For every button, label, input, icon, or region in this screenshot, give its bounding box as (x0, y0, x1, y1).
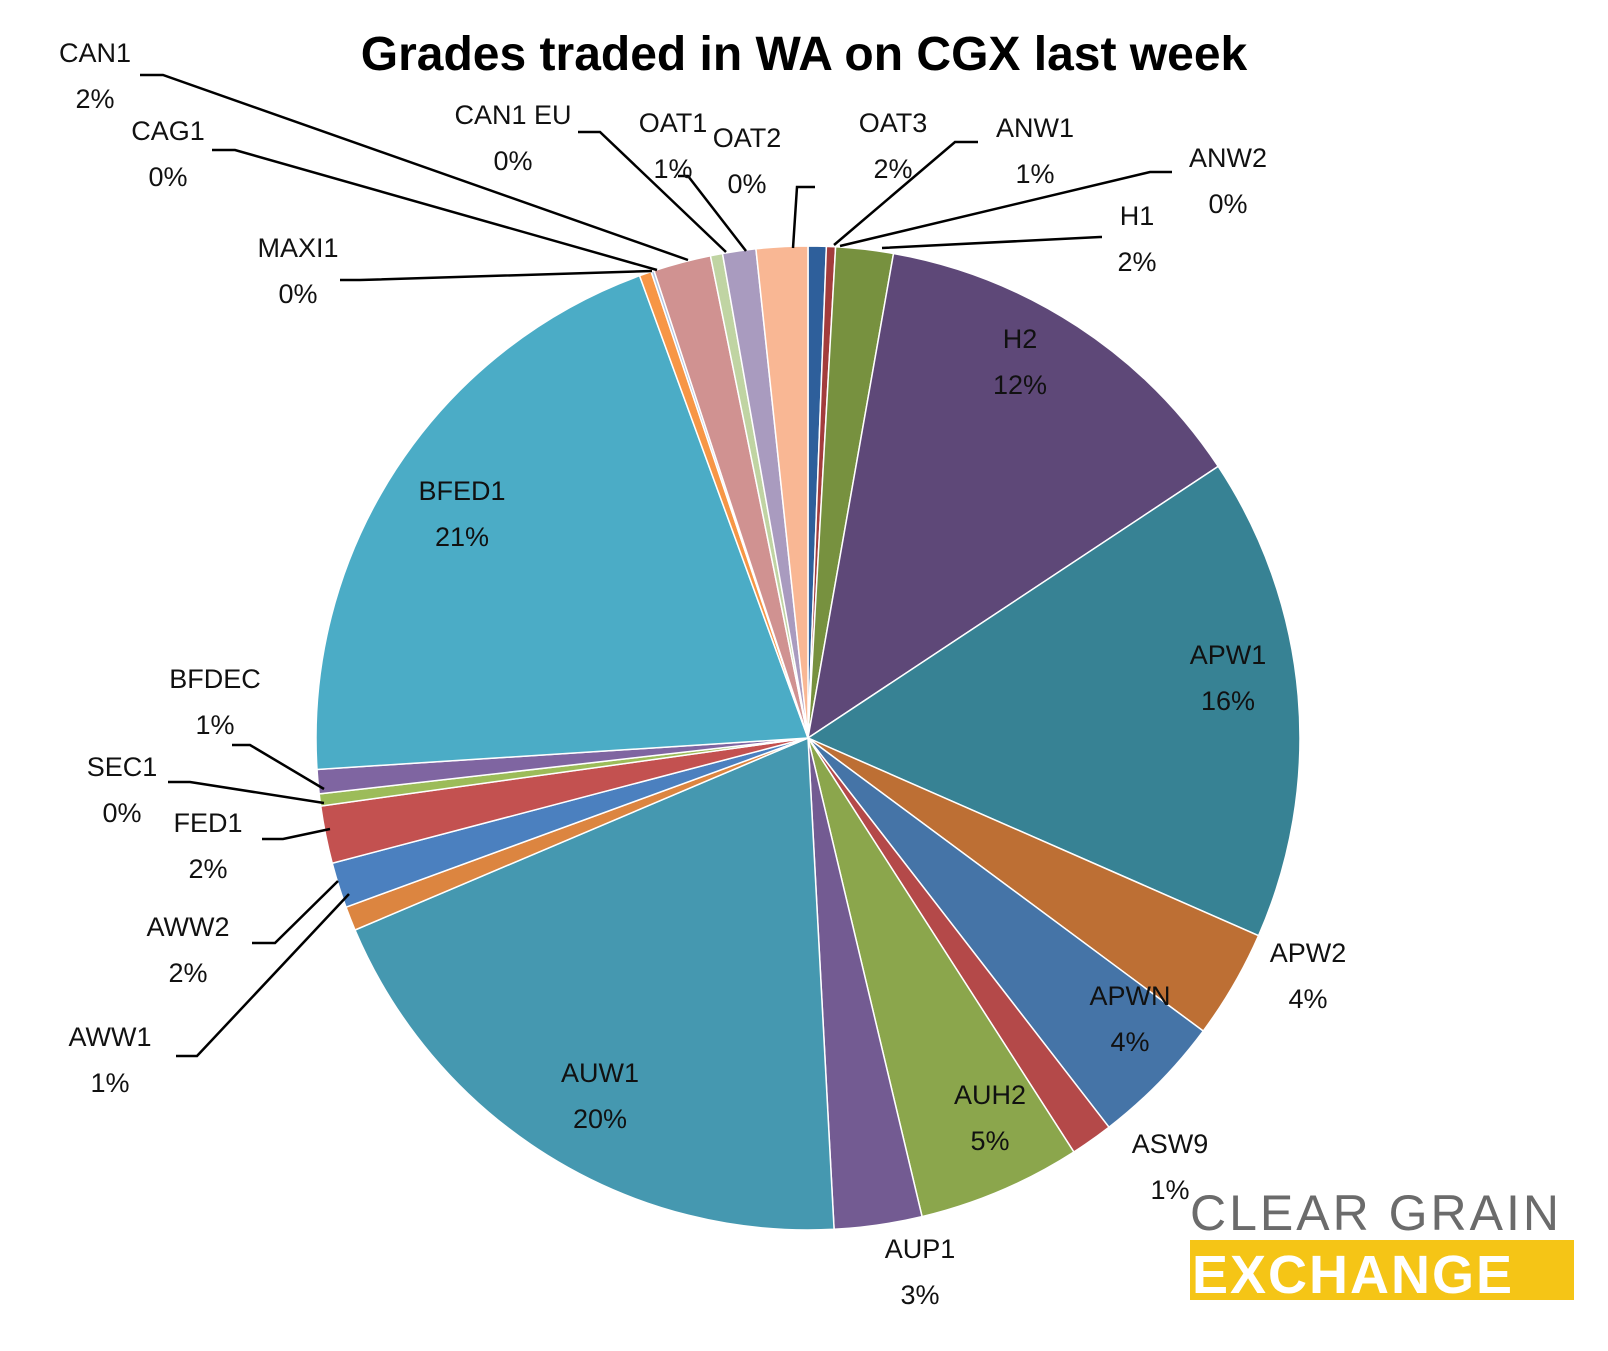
slice-percent-aww1: 1% (90, 1068, 129, 1098)
slice-percent-aup1: 3% (900, 1280, 939, 1310)
leader-line-anw1 (833, 140, 978, 246)
slice-label-bfed1: BFED1 (418, 476, 505, 506)
pie-slice-h2 (806, 252, 1220, 740)
slice-label-apw1: APW1 (1190, 640, 1267, 670)
slice-percent-oat1: 1% (653, 154, 692, 184)
pie-slice-bfed1 (315, 274, 810, 771)
slice-label-anw1: ANW1 (996, 113, 1074, 143)
slice-label-aup1: AUP1 (885, 1234, 956, 1264)
slice-label-apwn: APWN (1090, 981, 1171, 1011)
clear-grain-exchange-logo: CLEAR GRAIN EXCHANGE (1190, 1185, 1574, 1305)
slice-percent-auw1: 20% (573, 1104, 627, 1134)
slice-percent-can1-eu: 0% (493, 146, 532, 176)
leader-line-bfdec (232, 743, 325, 791)
leader-line-h1 (881, 235, 1102, 250)
leader-line-cag1 (212, 148, 658, 272)
slice-label-aww1: AWW1 (69, 1022, 152, 1052)
slice-label-cag1: CAG1 (131, 116, 205, 146)
slice-label-h1: H1 (1120, 201, 1155, 231)
slice-label-apw2: APW2 (1270, 938, 1347, 968)
slice-label-oat3: OAT3 (859, 108, 928, 138)
leader-line-aww1 (176, 893, 350, 1058)
leader-line-oat1 (678, 174, 747, 252)
slice-label-bfdec: BFDEC (169, 664, 261, 694)
slice-label-oat2: OAT2 (713, 123, 782, 153)
slice-percent-oat3: 2% (873, 154, 912, 184)
slice-percent-apw1: 16% (1201, 686, 1255, 716)
leader-line-can1-eu (578, 130, 727, 253)
pie-slices (315, 245, 1301, 1231)
leader-line-aww2 (252, 880, 339, 945)
slice-percent-anw1: 1% (1015, 159, 1054, 189)
slice-percent-bfdec: 1% (195, 710, 234, 740)
slice-label-asw9: ASW9 (1132, 1129, 1209, 1159)
slice-percent-bfed1: 21% (435, 522, 489, 552)
slice-percent-aww2: 2% (168, 958, 207, 988)
slice-label-can1-eu: CAN1 EU (454, 100, 571, 130)
logo-band (1190, 1240, 1574, 1300)
slice-percent-can1: 2% (75, 84, 114, 114)
slice-percent-cag1: 0% (148, 162, 187, 192)
slice-percent-maxi1: 0% (278, 279, 317, 309)
pie-slice-apw1 (806, 465, 1301, 937)
slice-percent-h1: 2% (1117, 247, 1156, 277)
slice-percent-fed1: 2% (188, 854, 227, 884)
slice-percent-sec1: 0% (102, 798, 141, 828)
slice-percent-apw2: 4% (1288, 984, 1327, 1014)
slice-percent-anw2: 0% (1208, 189, 1247, 219)
chart-title: Grades traded in WA on CGX last week (361, 28, 1248, 81)
leader-line-maxi1 (340, 269, 653, 282)
slice-label-h2: H2 (1003, 324, 1038, 354)
leader-line-oat2 (791, 185, 815, 249)
logo-line2: EXCHANGE (1192, 1245, 1514, 1305)
slice-percent-asw9: 1% (1150, 1175, 1189, 1205)
slice-percent-oat2: 0% (727, 169, 766, 199)
leader-line-fed1 (262, 827, 331, 841)
leader-line-sec1 (168, 780, 325, 805)
slice-percent-h2: 12% (993, 370, 1047, 400)
leader-line-anw2 (839, 170, 1172, 248)
slice-label-sec1: SEC1 (87, 752, 158, 782)
slice-label-maxi1: MAXI1 (257, 233, 338, 263)
slice-label-fed1: FED1 (173, 808, 242, 838)
slice-labels: ANW1 1% ANW2 0% H1 2% H2 12% APW1 16% APW2 4% APWN 4%… (59, 38, 1346, 1310)
logo-line1: CLEAR GRAIN (1190, 1185, 1562, 1241)
slice-label-oat1: OAT1 (639, 108, 708, 138)
pie-slice-oat3 (755, 245, 809, 739)
slice-label-can1: CAN1 (59, 38, 131, 68)
slice-label-auh2: AUH2 (954, 1080, 1026, 1110)
pie-slice-auh2 (807, 737, 1075, 1218)
slice-label-anw2: ANW2 (1189, 143, 1267, 173)
slice-percent-apwn: 4% (1110, 1027, 1149, 1057)
pie-slice-auw1 (354, 736, 835, 1231)
slice-label-auw1: AUW1 (561, 1058, 639, 1088)
leader-line-can1 (140, 73, 689, 262)
slice-label-aww2: AWW2 (147, 912, 230, 942)
leader-lines (140, 73, 1172, 1058)
slice-percent-auh2: 5% (970, 1126, 1009, 1156)
